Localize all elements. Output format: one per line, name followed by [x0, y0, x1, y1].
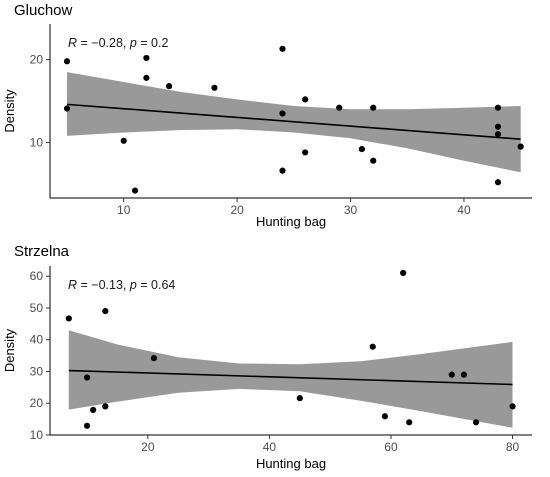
x-tick-label: 20 [230, 203, 244, 217]
x-tick-label: 20 [141, 440, 155, 454]
data-point-9 [279, 45, 286, 52]
confidence-band [68, 330, 513, 428]
data-point-2 [63, 105, 71, 112]
data-point-3 [83, 422, 91, 429]
y-tick-label: 10 [30, 428, 44, 442]
y-tick-label: 60 [30, 269, 44, 283]
data-point-8 [296, 395, 303, 402]
x-tick-label: 80 [506, 440, 520, 454]
x-tick-label: 40 [457, 203, 471, 217]
data-point-2 [83, 374, 91, 381]
data-point-7 [150, 355, 158, 362]
y-tick-label: 20 [30, 53, 44, 67]
data-point-3 [120, 137, 127, 144]
data-point-7 [165, 83, 173, 90]
data-point-8 [211, 84, 218, 91]
data-point-16 [509, 403, 516, 410]
data-point-9 [369, 343, 376, 350]
y-axis-title: Density [2, 89, 17, 133]
data-point-13 [448, 371, 455, 378]
data-point-10 [381, 413, 389, 420]
x-tick-label: 30 [344, 203, 358, 217]
data-point-16 [370, 104, 377, 111]
data-point-5 [102, 308, 109, 315]
x-tick-label: 10 [117, 203, 131, 217]
panel-title-gluchow: Gluchow [14, 2, 73, 19]
x-axis-title: Hunting bag [256, 456, 326, 471]
panel-gluchow: 10 20 30 40 10 20 Hunting bag Density R = −0.28,… [2, 24, 532, 229]
data-point-14 [460, 371, 468, 378]
x-tick-label: 40 [263, 440, 277, 454]
data-point-12 [302, 96, 309, 103]
data-point-4 [90, 406, 97, 414]
data-point-15 [358, 146, 365, 153]
data-point-20 [494, 131, 502, 138]
data-point-14 [336, 104, 343, 111]
data-point-4 [131, 187, 139, 194]
data-point-5 [143, 54, 150, 62]
y-tick-label: 20 [30, 396, 44, 410]
data-point-18 [494, 104, 502, 111]
data-point-1 [63, 58, 71, 65]
correlation-annotation: R = −0.13, p = 0.64 [68, 278, 175, 292]
y-tick-label: 10 [30, 135, 44, 149]
y-tick-label: 40 [30, 333, 44, 347]
regression-line [68, 369, 513, 386]
data-point-6 [143, 74, 150, 81]
x-axis-title: Hunting bag [256, 214, 326, 229]
data-point-11 [400, 269, 407, 277]
regression-line [66, 103, 521, 140]
panel-title-strzelna: Strzelna [14, 243, 70, 260]
y-tick-label: 30 [30, 364, 44, 378]
y-tick-label: 50 [30, 301, 44, 315]
data-point-13 [302, 149, 309, 156]
data-point-22 [517, 143, 524, 150]
data-point-17 [370, 157, 377, 164]
panel-strzelna: 20 40 60 80 10 20 30 40 50 60 Hunting bag Density R … [2, 266, 532, 471]
data-point-19 [494, 123, 502, 130]
data-point-21 [494, 179, 502, 186]
x-tick-label: 60 [384, 440, 398, 454]
data-point-10 [279, 110, 286, 117]
data-point-1 [65, 315, 72, 322]
data-point-12 [406, 419, 413, 426]
data-point-15 [472, 419, 480, 426]
correlation-annotation: R = −0.28, p = 0.2 [68, 36, 168, 50]
y-axis-title: Density [2, 328, 17, 372]
data-point-11 [279, 167, 286, 174]
data-point-6 [102, 403, 109, 410]
